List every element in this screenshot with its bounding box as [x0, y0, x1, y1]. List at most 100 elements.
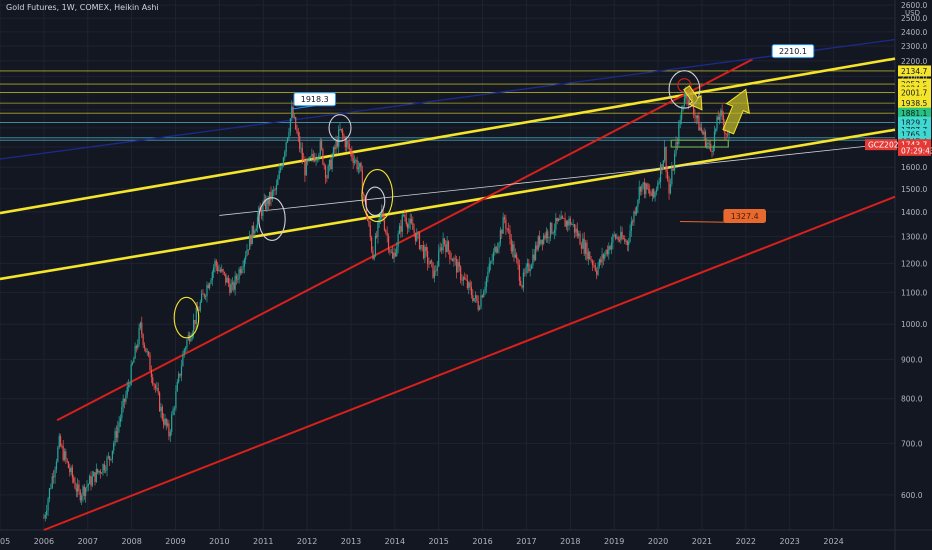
candle-body — [158, 392, 161, 412]
candle-body — [202, 293, 204, 295]
candle-body — [252, 225, 255, 234]
candle-body — [633, 211, 635, 223]
annotation-circle — [677, 78, 692, 93]
candle-body — [472, 295, 474, 302]
x-tick-label: 2020 — [648, 537, 668, 546]
candle-body — [629, 231, 631, 242]
candle-body — [618, 240, 621, 241]
candle-body — [485, 277, 488, 287]
candle-body — [360, 162, 362, 171]
candle-body — [436, 266, 438, 271]
candle-body — [243, 259, 245, 267]
candle-body — [460, 266, 462, 281]
candle-body — [218, 269, 220, 272]
candle-body — [246, 249, 248, 256]
candle-body — [194, 319, 196, 324]
candle-body — [81, 495, 83, 501]
candle-body — [291, 106, 293, 119]
candle-body — [638, 186, 640, 200]
candle-body — [720, 110, 722, 117]
candle-body — [564, 218, 566, 227]
candle-body — [672, 168, 674, 171]
candle-body — [478, 307, 481, 310]
candle-body — [138, 327, 140, 345]
candle-body — [473, 298, 475, 302]
callout-pointer — [291, 105, 315, 110]
candle-body — [322, 148, 324, 165]
candle-body — [304, 160, 306, 176]
candle-body — [587, 251, 589, 260]
candle-body — [146, 351, 148, 353]
y-tick-label: 2200.0 — [901, 57, 927, 66]
candle-body — [404, 214, 406, 218]
price-label-bg — [898, 107, 931, 119]
candle-body — [433, 270, 435, 278]
candle-body — [643, 182, 646, 195]
candle-body — [464, 277, 466, 280]
candle-body — [653, 189, 655, 198]
candle-body — [532, 254, 534, 266]
candle-body — [456, 259, 458, 273]
candle-body — [387, 235, 390, 250]
candle-body — [715, 128, 717, 132]
candle-body — [547, 231, 549, 239]
candle-body — [156, 388, 158, 389]
trend-lines — [0, 38, 896, 531]
candle-body — [299, 136, 301, 149]
candle-body — [451, 259, 454, 262]
candle-body — [612, 234, 614, 243]
candle-body — [315, 158, 317, 162]
candle-body — [264, 199, 267, 210]
candle-body — [563, 218, 565, 219]
candle-body — [126, 386, 128, 395]
candle-body — [378, 218, 380, 224]
candle-body — [703, 131, 705, 135]
candle-body — [596, 270, 598, 275]
candle-body — [340, 128, 342, 131]
candle-body — [405, 217, 407, 225]
candle-body — [79, 491, 81, 501]
candle-body — [288, 131, 290, 138]
x-tick-label: 2022 — [736, 537, 756, 546]
candle-body — [556, 217, 558, 222]
candle-body — [189, 334, 191, 342]
price-label: 2001.7 — [901, 88, 927, 97]
candle-body — [606, 249, 609, 255]
candle-body — [513, 244, 515, 258]
y-tick-label: 1300.0 — [901, 233, 927, 242]
candle-body — [111, 450, 113, 460]
candle-body — [356, 159, 358, 170]
candle-body — [614, 234, 617, 239]
candle-body — [63, 451, 66, 461]
candle-body — [238, 269, 240, 280]
candle-body — [669, 184, 672, 194]
candle-body — [221, 269, 223, 272]
price-label: 07:29:43 — [901, 146, 932, 155]
candle-body — [355, 159, 357, 161]
candle-body — [428, 263, 430, 265]
candle-body — [484, 286, 486, 292]
candle-body — [642, 182, 644, 185]
candle-body — [256, 217, 259, 228]
price-label-bg — [898, 97, 931, 109]
candle-body — [725, 133, 727, 135]
candle-body — [284, 151, 286, 158]
candle-body — [604, 254, 606, 259]
candle-body — [247, 249, 249, 251]
candle-body — [311, 154, 313, 157]
candle-body — [133, 358, 135, 363]
x-tick-label: 2006 — [34, 537, 54, 546]
candle-body — [150, 370, 152, 378]
y-tick-label: 700.0 — [901, 439, 923, 448]
candle-body — [396, 246, 398, 257]
candle-body — [686, 91, 688, 101]
candle-body — [645, 183, 647, 195]
candle-body — [713, 131, 716, 148]
candle-body — [93, 472, 95, 477]
candle-body — [300, 148, 302, 150]
candle-body — [516, 254, 518, 260]
candle-body — [262, 204, 264, 216]
candle-body — [609, 246, 611, 250]
candle-body — [422, 245, 425, 259]
